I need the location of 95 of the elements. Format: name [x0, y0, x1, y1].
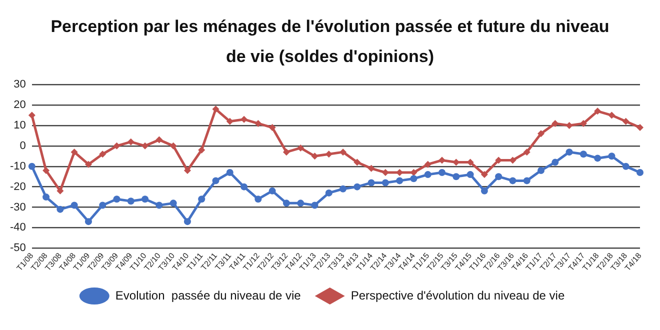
point	[354, 183, 361, 190]
point	[340, 185, 347, 192]
point	[99, 202, 106, 209]
point	[42, 166, 50, 174]
point	[538, 166, 545, 174]
point	[480, 187, 488, 194]
y-tick-label: 30	[14, 78, 26, 91]
point	[226, 118, 234, 125]
y-tick-label: 0	[20, 140, 26, 152]
y-tick-label: -50	[10, 242, 26, 254]
point	[424, 160, 432, 168]
point	[410, 169, 418, 176]
point	[170, 200, 177, 207]
point	[42, 194, 50, 201]
point	[608, 112, 616, 119]
point	[84, 218, 92, 226]
point	[156, 136, 163, 144]
point	[438, 156, 446, 164]
point	[198, 146, 206, 154]
point	[396, 177, 404, 184]
point	[56, 187, 64, 194]
point	[311, 202, 318, 209]
point	[84, 160, 92, 168]
point	[297, 144, 304, 152]
point	[566, 122, 573, 129]
point	[156, 202, 163, 209]
point	[184, 166, 191, 174]
point	[113, 142, 120, 150]
point	[424, 171, 432, 178]
point	[99, 150, 106, 158]
point	[170, 142, 177, 150]
point	[56, 206, 64, 213]
point	[580, 150, 587, 158]
point	[410, 175, 418, 182]
point	[552, 120, 559, 127]
point	[28, 112, 36, 119]
point	[509, 177, 516, 184]
point	[325, 189, 332, 196]
point	[212, 177, 220, 184]
point	[495, 173, 502, 180]
point	[127, 198, 134, 205]
point	[354, 158, 361, 166]
y-tick-label: -30	[10, 201, 26, 214]
point	[212, 106, 220, 113]
point	[282, 200, 290, 207]
y-tick-label: -40	[10, 222, 26, 234]
point	[254, 120, 262, 127]
point	[580, 120, 587, 127]
y-tick-label: -20	[10, 180, 26, 193]
point	[566, 148, 573, 156]
chart-title: Perception par les ménages de l'évolution passée et future du niveau de vie (soldes d'opinions)	[50, 16, 610, 68]
point	[282, 148, 290, 156]
point	[538, 130, 545, 138]
point	[70, 148, 78, 156]
point	[70, 202, 78, 209]
point	[297, 200, 304, 207]
point	[142, 142, 149, 150]
point	[311, 152, 318, 160]
point	[382, 169, 389, 176]
point	[142, 196, 149, 203]
point	[608, 152, 616, 160]
y-tick-label: 20	[14, 99, 26, 112]
point	[438, 169, 446, 176]
point	[594, 108, 602, 115]
point	[368, 179, 375, 186]
point	[382, 179, 389, 186]
point	[523, 177, 530, 184]
point	[113, 196, 120, 203]
point	[622, 118, 630, 125]
point	[636, 169, 644, 176]
point	[268, 124, 276, 132]
legend-label: Evolution passée du niveau de vie	[115, 288, 302, 302]
point	[268, 187, 276, 194]
point	[636, 124, 644, 132]
point	[28, 162, 36, 170]
point	[594, 154, 602, 162]
point	[452, 173, 460, 180]
y-tick-label: 10	[14, 120, 26, 132]
y-tick-label: -10	[10, 160, 26, 172]
point	[127, 138, 134, 146]
point	[240, 116, 248, 123]
point	[368, 164, 375, 172]
point	[622, 162, 630, 170]
point	[240, 183, 248, 190]
point	[466, 171, 474, 178]
point	[184, 218, 191, 226]
legend-label: Perspective d'évolution du niveau de vie	[350, 288, 565, 302]
point	[523, 148, 530, 156]
point	[198, 196, 206, 203]
point	[340, 148, 347, 156]
point	[552, 158, 559, 166]
point	[325, 150, 332, 158]
point	[226, 169, 234, 176]
point	[480, 171, 488, 178]
point	[254, 196, 262, 203]
